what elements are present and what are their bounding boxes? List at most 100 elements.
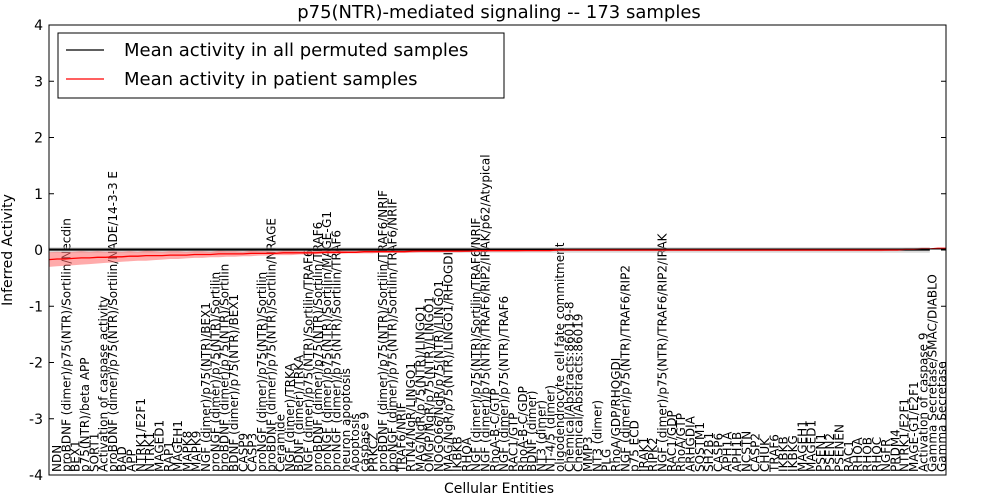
- x-category-label: MMP3: [581, 436, 595, 472]
- x-category-label: PSENEN: [833, 424, 847, 472]
- x-category-label: RhoA/GTP: [674, 413, 688, 472]
- x-category-label: proNGF (dimer)/p75(NTR)/Sortilin/MAGE-G1: [320, 211, 334, 472]
- x-category-label: BEX1: [69, 440, 83, 472]
- x-category-label: oligodendrocyte cell fate commitment: [553, 242, 567, 472]
- x-category-label: proBDNF (dimer)/p75(NTR)/Sortilin/Necdin: [59, 218, 73, 472]
- x-category-label: RIPK2: [646, 437, 660, 472]
- x-category-label: ARHGDIA: [684, 415, 698, 472]
- y-tick-label: 0: [34, 243, 43, 259]
- x-category-label: RHOA: [851, 436, 865, 472]
- series-lines: [48, 247, 946, 261]
- x-category-label: MAGE-G1/E2F1: [907, 381, 921, 472]
- x-axis-label: Cellular Entities: [444, 481, 554, 497]
- x-category-label: RAP1: [162, 441, 176, 472]
- x-category-label: NGFR: [879, 438, 893, 472]
- x-category-label: BDNF (dimer): [525, 390, 539, 472]
- chart-title: p75(NTR)-mediated signaling -- 173 sampl…: [297, 2, 701, 23]
- x-category-label: APH1B: [730, 432, 744, 472]
- x-category-label: NCSTN: [739, 431, 753, 472]
- x-category-label: Gamma Secretase: [935, 361, 949, 472]
- x-category-label: proBDNF (dimer)/p75(NTR)/Sortilin: [218, 264, 232, 472]
- y-tick-label: 3: [34, 74, 43, 90]
- x-category-label: NGF (dimer)/p75(NTR)/TRAF6/RIP2: [618, 265, 632, 472]
- x-category-label: NT3 (dimer): [590, 400, 604, 472]
- x-category-label: NGF (dimer)/p75(NTR)/TRAF6/RIP2/IRAK/p62…: [479, 154, 493, 472]
- x-category-label: TRAF6/NRIF: [395, 402, 409, 473]
- x-category-label: Activation of caspase 9: [916, 333, 930, 473]
- y-tick-label: -3: [29, 412, 43, 428]
- x-category-label: BAD: [115, 446, 129, 472]
- x-category-label: CASP3: [246, 433, 260, 472]
- x-category-label: proBDNF (dimer)/p75(NTR)/Sortilin/NRAGE: [264, 218, 278, 472]
- x-category-label: CASP2: [749, 433, 763, 472]
- x-category-label: MAPK9: [190, 431, 204, 472]
- x-category-label: Chemical/Abstracts:86019: [572, 313, 586, 472]
- x-category-label: MAPK8: [180, 431, 194, 472]
- x-category-label: RhoA-B-C/GTP: [488, 388, 502, 472]
- x-category-label: PSEN1: [814, 433, 828, 472]
- x-category-label: PRDM4: [888, 429, 902, 472]
- patient-band: [49, 247, 930, 267]
- x-category-label: RHOB: [861, 437, 875, 472]
- x-category-label: MAGED1: [153, 420, 167, 472]
- x-category-label: RAC1/GDP: [665, 410, 679, 472]
- x-category-label: Gamma Secretase/SMAC/DIABLO: [926, 274, 940, 472]
- legend: Mean activity in all permuted samples Me…: [57, 32, 505, 99]
- x-category-label: PSEN2: [823, 433, 837, 472]
- x-category-label: NGF (dimer)/p75(NTR)/Sortilin/TRAF6: [302, 250, 316, 472]
- patient-mean-line: [48, 247, 946, 261]
- x-category-label: BDNF (dimer)/TRKA: [292, 354, 306, 472]
- x-category-label: NGF (dimer)/p75(NTR)/BEX1: [199, 302, 213, 472]
- x-category-label: NT3 (dimer): [534, 400, 548, 472]
- y-tick-label: 1: [34, 187, 43, 203]
- x-category-label: MAGEH1: [795, 420, 809, 472]
- x-category-label: Apoptosis: [348, 413, 362, 472]
- x-category-label: NGF (dimer)/p75(NTR)/TRAF6/RIP2/IRAK: [656, 232, 670, 472]
- x-category-label: proBDNF (dimer)/p75(NTR)/Sortilin/NADE/1…: [106, 171, 120, 472]
- y-tick-label: -1: [29, 299, 43, 315]
- x-category-label: RhoA/GDP/RHOGDI: [609, 358, 623, 472]
- x-category-label: proNGF (dimer)/p75(NTR)/Sortilin/TRAF6/N…: [385, 198, 399, 472]
- x-category-label: proNGF (dimer)/p75(NTR)/Sortilin: [208, 272, 222, 472]
- y-tick-label: -4: [29, 468, 43, 484]
- x-category-label: proBDNF (dimer)/p75(NTR)/Sortilin/TRAF6: [311, 222, 325, 472]
- x-category-label: RHOC: [870, 437, 884, 472]
- x-category-label: NGF (dimer)/p75(NTR)/TRAF6: [497, 296, 511, 472]
- x-category-label: CASP6: [711, 433, 725, 472]
- x-category-label: Ceramide: [274, 414, 288, 472]
- x-category-label: p75(NTR)/beta APP: [78, 357, 92, 472]
- x-category-label: RTN4/NgR/LINGO1: [404, 362, 418, 472]
- x-category-label: TRAF6: [767, 434, 781, 473]
- x-category-label: neuron apoptosis: [339, 368, 353, 472]
- x-category-label: proBDNF (dimer)/p75(NTR)/Sortilin/TRAF6/…: [376, 190, 390, 472]
- x-category-label: NGF (dimer)/p75(NTR)/Sortilin/TRAF6/NRIF: [469, 218, 483, 472]
- x-category-label: NGF (dimer)/TRKA: [283, 362, 297, 472]
- y-tick-label: 2: [34, 131, 43, 147]
- x-category-label: PRKCZ: [367, 433, 381, 472]
- x-category-label: OMGP/NgR/p75(NTR)/LINGO1: [423, 296, 437, 472]
- x-category-label: RhoA-B-C/GDP: [516, 386, 530, 472]
- x-category-label: PLG: [600, 449, 614, 472]
- x-category-label: APP: [125, 449, 139, 472]
- x-category-label: MAGED1: [805, 420, 819, 472]
- x-category-label: Activation of caspase activity: [97, 296, 111, 472]
- x-category-label: proNGF (dimer)/p75(NTR)/Sortilin/TRAF6: [330, 230, 344, 472]
- x-category-label: NTRK1: [143, 432, 157, 472]
- x-category-label: CASP9: [236, 433, 250, 472]
- x-category-label: NOGO66/NgR/p75(NTR)/LINGO1: [432, 280, 446, 472]
- legend-label-permuted: Mean activity in all permuted samples: [124, 40, 468, 61]
- legend-label-patient: Mean activity in patient samples: [124, 69, 418, 90]
- x-category-label: RAC1/GTP: [507, 413, 521, 472]
- x-category-label: NTRK1/E2F1: [898, 398, 912, 472]
- x-category-label: MAGEH1: [171, 420, 185, 472]
- x-category-label: NT-4/5 (dimer): [544, 385, 558, 472]
- x-category-label: NDN: [50, 445, 64, 472]
- x-category-label: caspase 9: [357, 412, 371, 472]
- x-category-label: RHOA: [460, 436, 474, 472]
- x-category-label: Chemical/Abstracts:86019-8: [562, 302, 576, 473]
- x-category-label: APH1A: [721, 431, 735, 472]
- x-category-label: proNGF (dimer)/p75(NTR)/Sortilin: [255, 272, 269, 472]
- x-category-label: p75 ECD: [628, 420, 642, 472]
- x-category-label: IRAK1: [637, 437, 651, 472]
